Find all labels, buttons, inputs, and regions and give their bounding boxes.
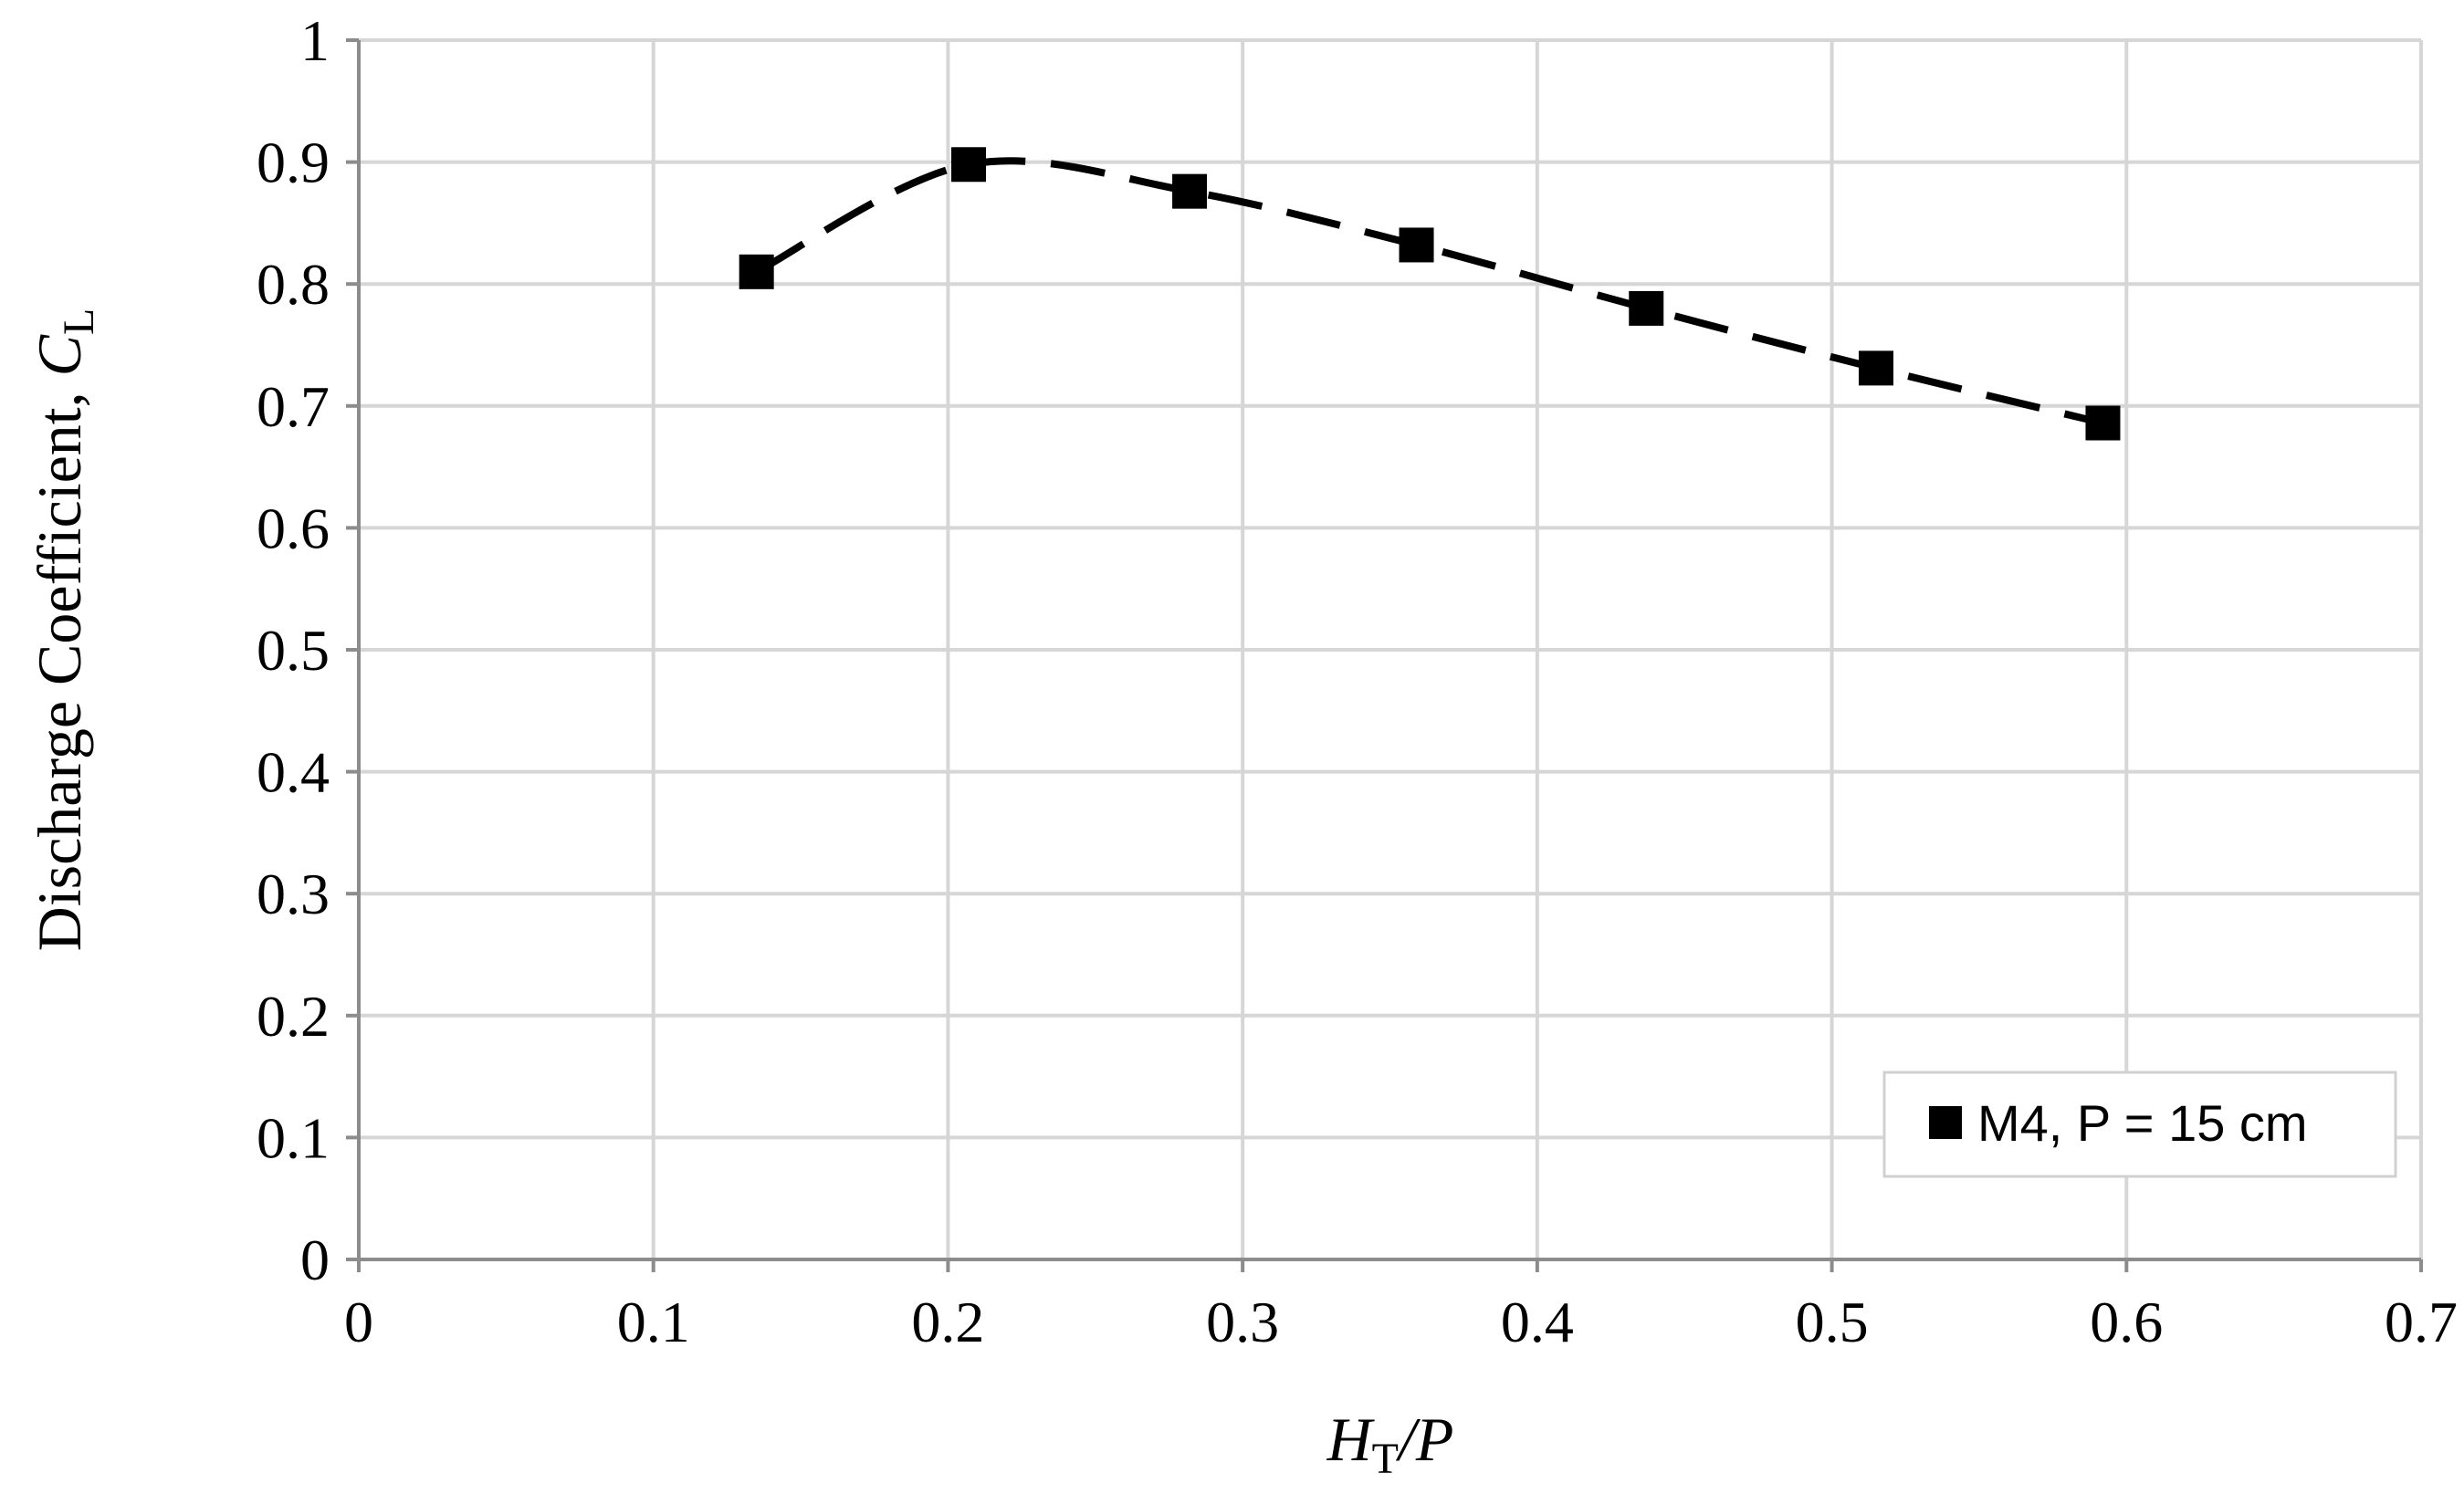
grid-lines [359, 38, 2423, 1259]
trendline [754, 157, 2104, 427]
x-tick-label: 0.3 [1206, 1290, 1279, 1354]
x-tick-label: 0.6 [2090, 1290, 2163, 1354]
y-axis-title-italic: C [25, 334, 94, 376]
legend-marker-square [1929, 1106, 1962, 1139]
y-tick-label: 0.8 [257, 252, 330, 317]
y-tick-label: 0.6 [257, 496, 330, 560]
legend: M4, P = 15 cm [1882, 1071, 2397, 1178]
y-tick-label: 0.2 [257, 984, 330, 1049]
x-tick-label: 0 [344, 1290, 373, 1354]
x-axis-title-sub: T [1372, 1435, 1399, 1483]
y-axis-title-main: Discharge Coefficient, [25, 376, 94, 951]
data-point-square [1172, 173, 1208, 209]
data-point-square [951, 147, 987, 183]
x-tick-label: 0.1 [617, 1290, 690, 1354]
data-point-square [2085, 405, 2121, 441]
y-tick-label: 0.7 [257, 374, 330, 439]
x-tick-label: 0.7 [2385, 1290, 2458, 1354]
x-axis-title-main: H [1326, 1405, 1376, 1474]
y-tick-label: 0.3 [257, 862, 330, 926]
data-point-square [739, 254, 774, 289]
data-point-square [1629, 290, 1664, 326]
y-tick-label: 0.4 [257, 740, 330, 805]
data-point-square [1858, 350, 1893, 386]
y-axis-title-sub: L [55, 308, 103, 335]
y-tick-label: 0.5 [257, 618, 330, 683]
x-tick-labels: 0 0.1 0.2 0.3 0.4 0.5 0.6 0.7 [344, 1290, 2458, 1354]
y-tick-labels: 0 0.1 0.2 0.3 0.4 0.5 0.6 0.7 0.8 0.9 1 [257, 8, 330, 1292]
legend-series-label: M4, P = 15 cm [1977, 1094, 2308, 1152]
axes [346, 38, 2423, 1272]
x-axis-title: HT/P [1326, 1405, 1454, 1483]
x-axis-title-rest: /P [1395, 1405, 1453, 1474]
data-points [739, 147, 2121, 441]
y-tick-label: 0.1 [257, 1105, 330, 1170]
y-tick-label: 0.9 [257, 131, 330, 195]
y-axis-title: Discharge Coefficient, CL [25, 308, 103, 952]
x-tick-label: 0.2 [911, 1290, 984, 1354]
x-tick-label: 0.5 [1796, 1290, 1869, 1354]
legend-box [1882, 1071, 2397, 1178]
data-point-square [1399, 227, 1434, 263]
trendline-curve [754, 157, 2104, 427]
x-tick-label: 0.4 [1501, 1290, 1574, 1354]
y-tick-label: 0 [300, 1228, 330, 1292]
y-tick-label: 1 [300, 8, 330, 73]
